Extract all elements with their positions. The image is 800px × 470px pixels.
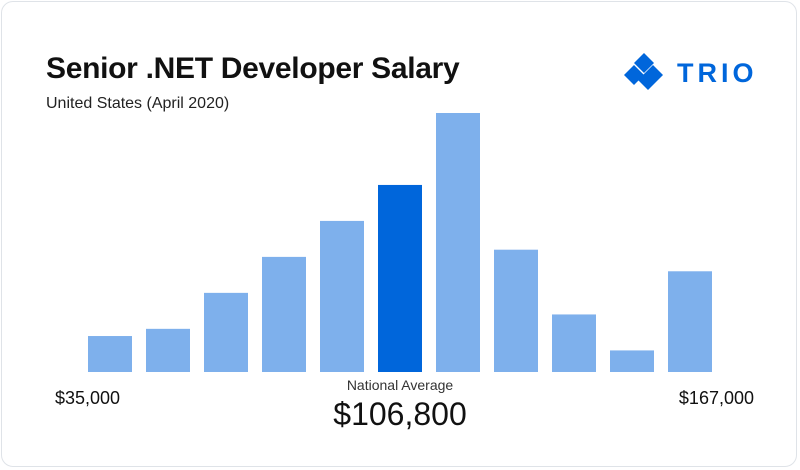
histogram-bar — [320, 220, 364, 372]
min-salary-label: $35,000 — [55, 388, 121, 408]
histogram-bar — [552, 314, 596, 372]
histogram-bar — [494, 249, 538, 372]
histogram-bar — [88, 336, 132, 372]
trio-logo-icon — [624, 53, 663, 90]
max-salary-label: $167,000 — [678, 388, 754, 408]
national-average-value: $106,800 — [333, 396, 467, 432]
bar-national-average — [378, 184, 422, 372]
histogram-bar — [204, 292, 248, 372]
histogram-bar — [668, 271, 712, 372]
brand-name: TRIO — [677, 58, 758, 88]
histogram-bar — [262, 256, 306, 372]
histogram-bar — [436, 113, 480, 372]
chart-subtitle: United States (April 2020) — [46, 95, 230, 112]
national-average-caption: National Average — [346, 377, 454, 393]
histogram-bar — [146, 328, 190, 372]
chart-title: Senior .NET Developer Salary — [46, 52, 460, 85]
brand-logo[interactable]: TRIO — [624, 50, 764, 94]
histogram-bar — [610, 350, 654, 372]
